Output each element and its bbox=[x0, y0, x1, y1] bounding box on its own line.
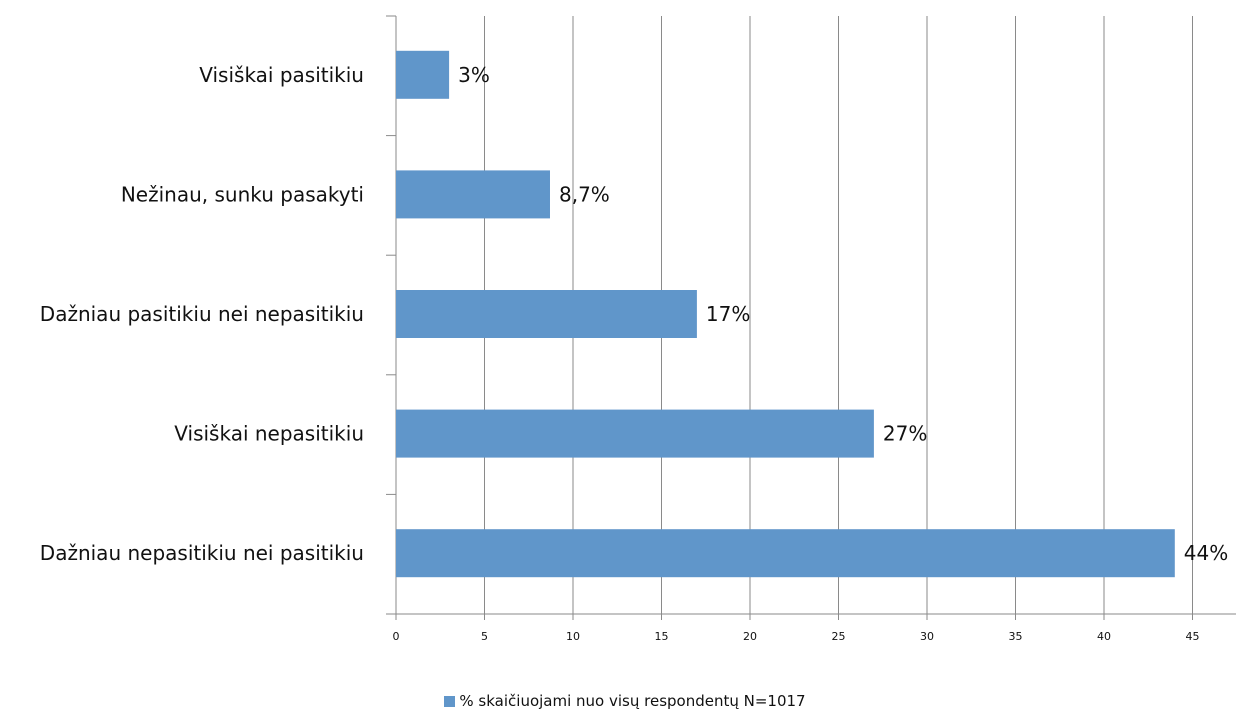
category-label: Visiškai pasitikiu bbox=[199, 63, 364, 87]
x-tick-label: 45 bbox=[1186, 630, 1200, 643]
x-tick-label: 15 bbox=[655, 630, 669, 643]
gridlines bbox=[484, 16, 1193, 614]
x-tick-label: 10 bbox=[566, 630, 580, 643]
data-label: 8,7% bbox=[559, 182, 610, 206]
x-tick-label: 20 bbox=[743, 630, 757, 643]
x-tick-label: 5 bbox=[481, 630, 488, 643]
legend: % skaičiuojami nuo visų respondentų N=10… bbox=[0, 692, 1250, 710]
data-label: 17% bbox=[706, 302, 750, 326]
x-tick-label: 40 bbox=[1097, 630, 1111, 643]
bar bbox=[396, 529, 1175, 578]
legend-swatch bbox=[444, 696, 456, 707]
bar bbox=[396, 290, 697, 338]
x-tick-label: 0 bbox=[393, 630, 400, 643]
bar bbox=[396, 50, 450, 99]
x-tick-label: 30 bbox=[920, 630, 934, 643]
bars bbox=[396, 50, 1175, 578]
category-label: Dažniau pasitikiu nei nepasitikiu bbox=[40, 302, 364, 326]
data-label: 44% bbox=[1184, 541, 1228, 565]
x-tick-label: 25 bbox=[832, 630, 846, 643]
category-label: Nežinau, sunku pasakyti bbox=[121, 182, 364, 206]
category-label: Visiškai nepasitikiu bbox=[174, 422, 364, 446]
legend-label: % skaičiuojami nuo visų respondentų N=10… bbox=[459, 692, 806, 710]
bar bbox=[396, 170, 550, 219]
data-label: 3% bbox=[458, 63, 490, 87]
labels: 0 5 10 15 20 25 30 35 40 45 Visiškai pasitikiu 3% Ne… bbox=[40, 63, 1228, 643]
data-label: 27% bbox=[883, 422, 927, 446]
x-tick-label: 35 bbox=[1009, 630, 1023, 643]
category-label: Dažniau nepasitikiu nei pasitikiu bbox=[40, 541, 364, 565]
bar bbox=[396, 409, 874, 458]
